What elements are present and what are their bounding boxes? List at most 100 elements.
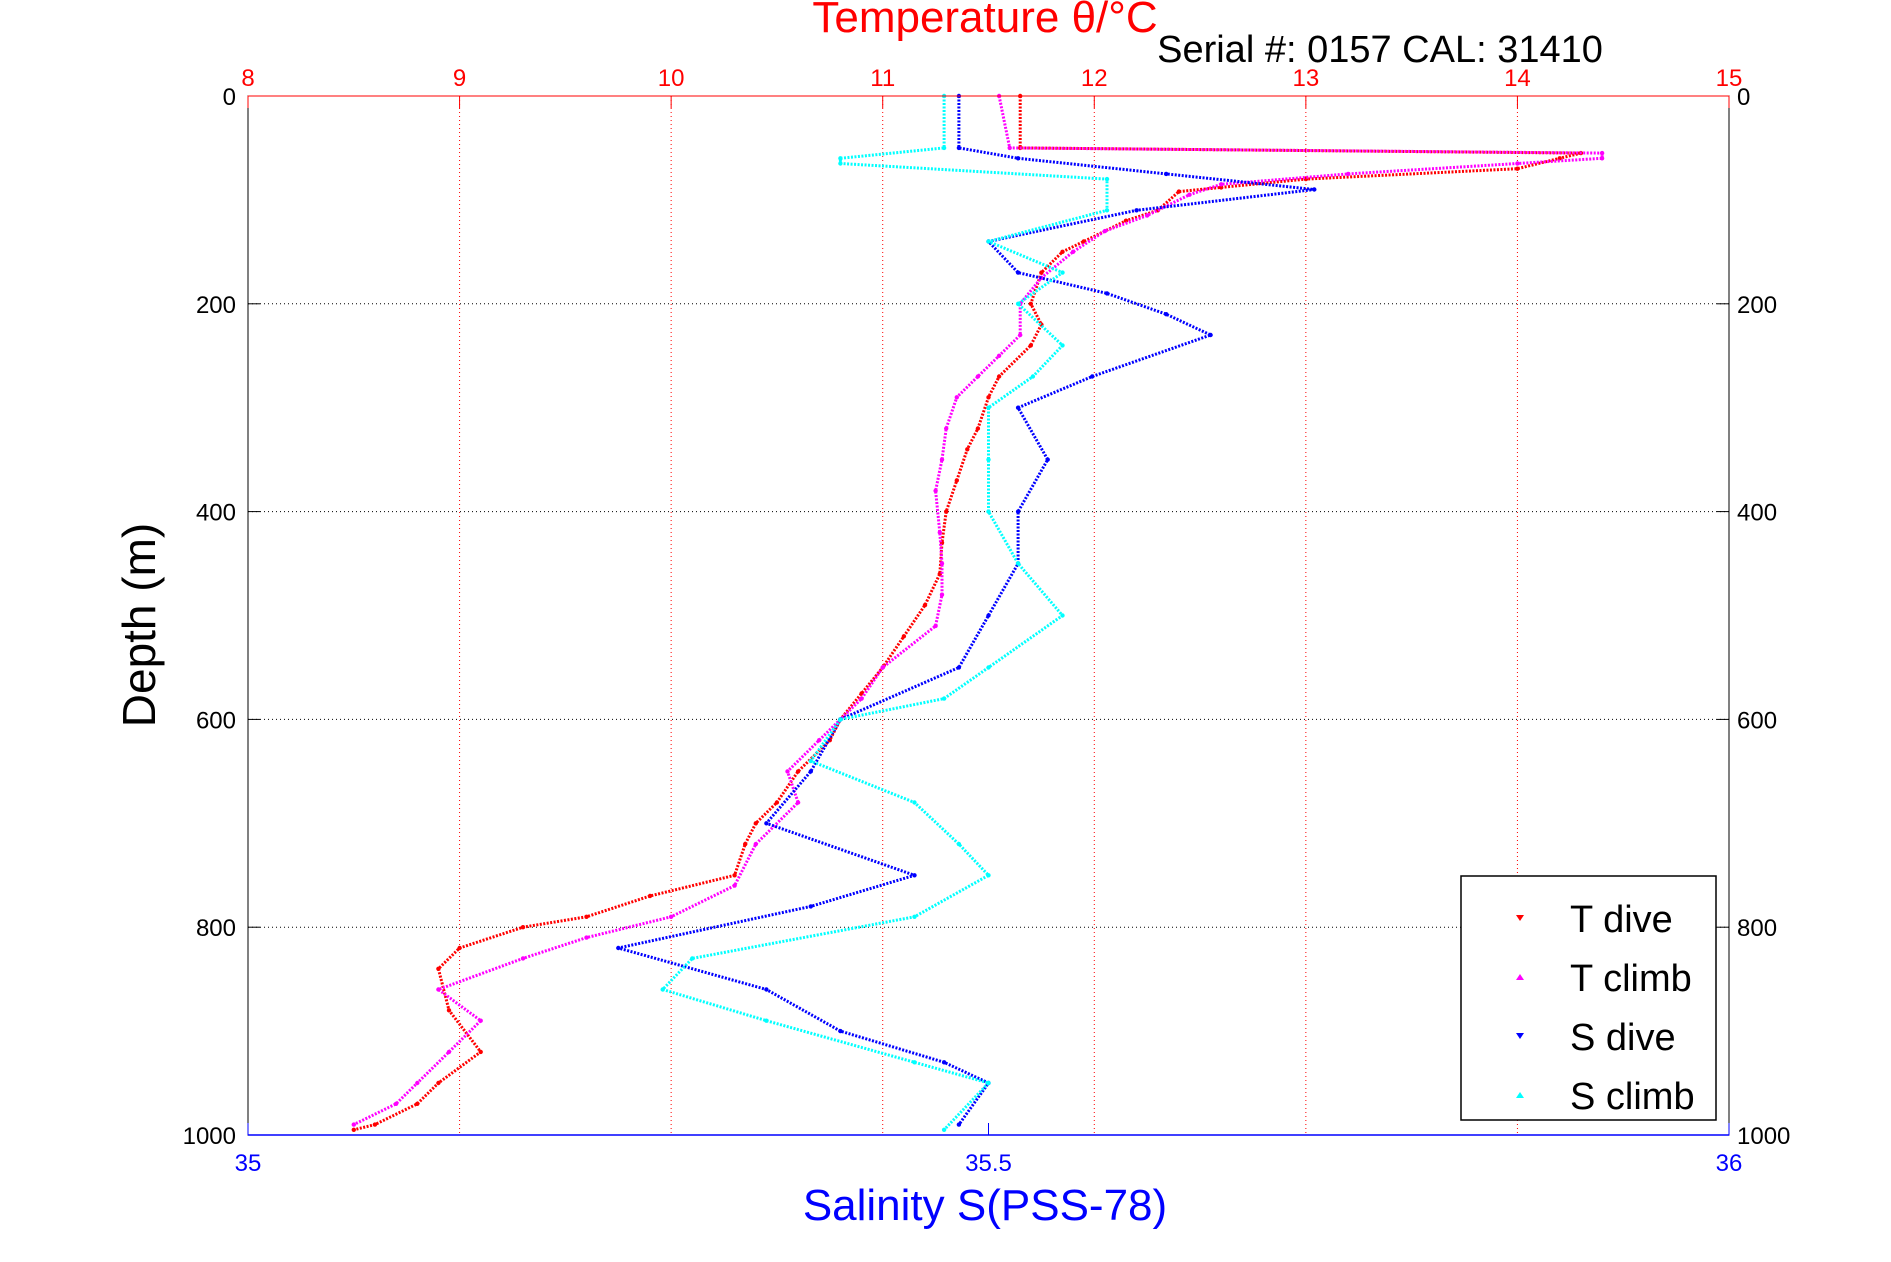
data-point-s-climb (912, 800, 917, 805)
data-point-s-dive (1164, 171, 1169, 177)
depth-tick-label-right: 200 (1737, 292, 1777, 319)
data-point-t-dive (1123, 218, 1129, 223)
data-point-s-climb (986, 873, 991, 878)
data-point-s-climb (941, 145, 947, 151)
data-point-t-dive (436, 1080, 441, 1086)
data-point-t-climb (1007, 145, 1012, 151)
data-point-s-dive (764, 821, 769, 826)
data-point-s-climb (1015, 561, 1021, 566)
salinity-tick-label: 35 (235, 1150, 262, 1177)
data-point-t-dive (1028, 343, 1034, 348)
data-point-t-climb (1346, 171, 1351, 177)
data-point-t-climb (817, 738, 822, 743)
data-point-t-climb (668, 914, 674, 919)
data-point-t-dive (965, 447, 970, 452)
depth-tick-label-left: 400 (196, 500, 236, 527)
depth-tick-label-left: 0 (223, 84, 236, 111)
data-point-t-dive (1039, 270, 1044, 275)
data-point-t-dive (1219, 185, 1224, 190)
data-point-s-climb (838, 156, 843, 161)
data-point-s-climb (1060, 613, 1065, 618)
data-point-s-climb (764, 1018, 769, 1023)
data-point-t-dive (520, 925, 526, 930)
data-point-t-climb (944, 426, 949, 431)
data-point-t-dive (901, 634, 907, 639)
data-point-s-climb (1060, 343, 1065, 348)
data-point-t-dive (954, 478, 959, 483)
y-axis-title: Depth (m) (113, 523, 165, 727)
data-point-t-climb (753, 841, 758, 847)
temperature-tick-label: 8 (241, 65, 254, 92)
data-point-t-climb (939, 592, 945, 597)
temperature-tick-label: 12 (1081, 65, 1108, 92)
data-point-t-climb (1219, 182, 1224, 187)
data-point-t-climb (880, 665, 885, 670)
data-point-t-climb (1599, 156, 1605, 161)
data-point-t-climb (1145, 213, 1150, 218)
data-point-s-dive (1045, 457, 1050, 462)
data-point-t-climb (939, 457, 945, 462)
data-point-s-climb (1060, 270, 1065, 275)
data-point-s-climb (986, 1080, 991, 1086)
data-point-t-climb (996, 353, 1002, 358)
data-point-s-dive (986, 613, 991, 618)
data-point-t-climb (933, 488, 938, 493)
data-point-t-dive (372, 1122, 378, 1127)
data-point-t-climb (1018, 332, 1023, 338)
data-point-t-climb (933, 623, 938, 629)
data-point-s-climb (690, 956, 695, 961)
data-point-t-dive (436, 966, 441, 971)
data-point-s-climb (1104, 208, 1110, 213)
data-point-s-dive (808, 769, 813, 774)
data-point-s-climb (838, 717, 843, 722)
bottom-axis-title: Salinity S(PSS-78) (803, 1181, 1167, 1230)
legend-marker-t-dive (1516, 915, 1524, 921)
data-point-t-dive (795, 769, 801, 774)
depth-tick-label-right: 0 (1737, 84, 1750, 111)
legend-label-t-climb: T climb (1570, 958, 1692, 1000)
data-point-s-climb (986, 239, 991, 244)
data-point-t-dive (922, 602, 928, 608)
data-point-t-dive (996, 374, 1002, 379)
series-line-s-dive (616, 96, 1316, 1126)
data-point-t-climb (351, 1122, 356, 1127)
data-point-s-dive (1312, 187, 1317, 192)
data-point-t-climb (436, 987, 441, 992)
data-point-t-dive (732, 873, 737, 878)
data-point-t-dive (944, 509, 949, 514)
data-point-s-dive (764, 987, 769, 992)
data-point-t-climb (1102, 228, 1108, 234)
series-line-s-climb (661, 96, 1109, 1131)
legend-marker-s-dive (1516, 1033, 1524, 1039)
data-point-s-dive (956, 145, 962, 151)
serial-label: Serial #: 0157 CAL: 31410 (1157, 29, 1603, 71)
data-point-t-climb (954, 395, 959, 400)
data-point-t-dive (774, 800, 780, 805)
salinity-tick-label: 35.5 (965, 1150, 1012, 1177)
temperature-tick-label: 15 (1716, 65, 1743, 92)
data-point-s-dive (956, 1122, 962, 1127)
data-point-t-climb (520, 956, 526, 961)
data-point-t-climb (732, 883, 737, 888)
data-point-t-climb (937, 530, 942, 535)
depth-tick-label-left: 200 (196, 292, 236, 319)
legend-label-s-dive: S dive (1570, 1017, 1676, 1059)
data-point-s-climb (956, 841, 962, 847)
data-point-t-dive (1028, 301, 1034, 306)
depth-tick-label-right: 800 (1737, 915, 1777, 942)
data-point-t-dive (584, 914, 589, 919)
data-point-t-climb (1515, 161, 1520, 166)
data-point-t-climb (446, 1049, 452, 1055)
data-point-t-climb (795, 800, 801, 805)
depth-tick-label-right: 1000 (1737, 1123, 1790, 1150)
data-point-t-climb (1187, 192, 1192, 197)
data-point-t-dive (457, 945, 462, 951)
legend-box (1460, 875, 1717, 1121)
data-point-s-climb (660, 987, 665, 992)
data-point-s-climb (912, 1060, 917, 1065)
data-point-t-dive (1176, 189, 1182, 194)
data-point-s-dive (1015, 156, 1021, 161)
data-point-s-climb (1015, 301, 1021, 306)
